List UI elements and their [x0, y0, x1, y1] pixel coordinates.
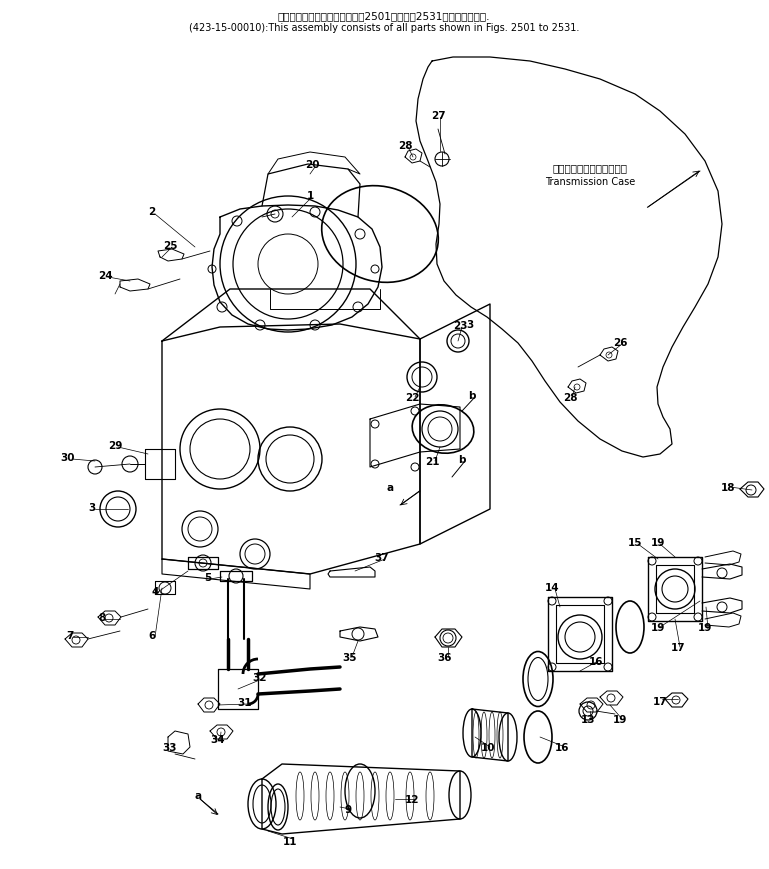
Text: 19: 19: [651, 622, 665, 633]
Text: 15: 15: [628, 537, 642, 547]
Text: トランスミッションケース: トランスミッションケース: [552, 163, 628, 173]
Text: 30: 30: [61, 453, 75, 462]
Text: 29: 29: [108, 441, 122, 450]
Text: a: a: [195, 790, 201, 800]
Text: 16: 16: [589, 656, 603, 667]
Text: 14: 14: [544, 582, 559, 593]
Text: 34: 34: [211, 734, 225, 744]
Text: 27: 27: [431, 111, 445, 121]
Text: 28: 28: [398, 141, 412, 151]
Text: 26: 26: [613, 338, 628, 348]
Text: 28: 28: [563, 393, 578, 402]
Text: 9: 9: [345, 804, 351, 814]
Text: 21: 21: [424, 456, 439, 467]
Text: 17: 17: [653, 696, 667, 706]
Text: 19: 19: [697, 622, 712, 633]
Text: Transmission Case: Transmission Case: [545, 176, 635, 187]
Text: 23: 23: [453, 321, 468, 330]
Text: 3: 3: [88, 502, 95, 513]
Text: 33: 33: [163, 742, 177, 753]
Text: 24: 24: [98, 270, 112, 281]
Text: 35: 35: [343, 653, 358, 662]
Text: 4: 4: [151, 587, 158, 596]
Text: 8: 8: [98, 613, 105, 622]
Text: 7: 7: [66, 630, 74, 640]
Text: 10: 10: [481, 742, 495, 753]
Text: 19: 19: [651, 537, 665, 547]
Text: 2: 2: [148, 207, 155, 216]
Text: 11: 11: [283, 836, 298, 846]
Text: 6: 6: [148, 630, 155, 640]
Text: a: a: [387, 482, 394, 493]
Text: 31: 31: [238, 697, 252, 707]
Text: 22: 22: [404, 393, 419, 402]
Text: 32: 32: [253, 673, 268, 682]
Text: 3: 3: [466, 320, 474, 329]
Text: 1: 1: [306, 191, 314, 201]
Text: 18: 18: [721, 482, 735, 493]
Text: 13: 13: [581, 714, 595, 724]
Text: b: b: [458, 454, 466, 464]
Text: 20: 20: [305, 160, 319, 169]
Text: 19: 19: [613, 714, 628, 724]
Text: 25: 25: [163, 241, 177, 251]
Text: 5: 5: [205, 573, 211, 582]
Text: このアセンブリの構成部品は第2501図から第2531図まで含みます.: このアセンブリの構成部品は第2501図から第2531図まで含みます.: [278, 11, 491, 21]
Text: b: b: [468, 390, 476, 401]
Text: 12: 12: [404, 794, 419, 804]
Text: 37: 37: [375, 553, 389, 562]
Text: 36: 36: [438, 653, 452, 662]
Text: 17: 17: [671, 642, 685, 653]
Text: (423-15-00010):This assembly consists of all parts shown in Figs. 2501 to 2531.: (423-15-00010):This assembly consists of…: [189, 23, 579, 33]
Text: 16: 16: [554, 742, 569, 753]
